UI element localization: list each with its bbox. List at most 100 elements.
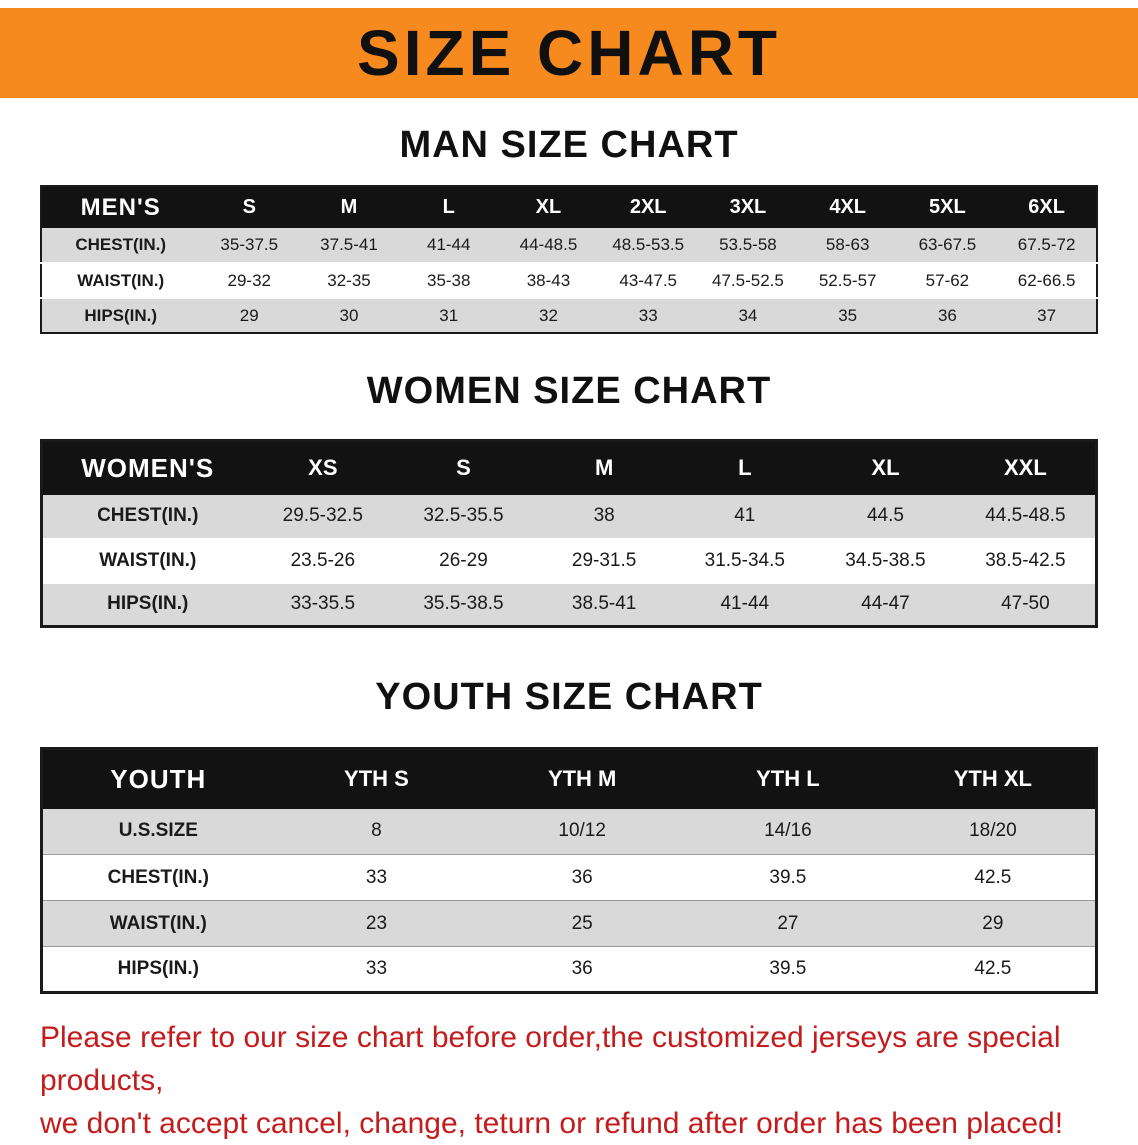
size-column-header: 5XL <box>897 186 998 228</box>
size-column-header: S <box>393 440 534 495</box>
row-label: CHEST(IN.) <box>97 505 199 526</box>
table-row: CHEST(IN.) 29.5-32.5 32.5-35.5 38 41 44.5 44.5… <box>41 494 1097 539</box>
size-value: 33 <box>365 958 388 979</box>
size-value: 18/20 <box>969 820 1017 842</box>
size-column-header: 3XL <box>698 186 798 228</box>
size-column-header: XL <box>815 440 956 495</box>
table-row: HIPS(IN.) 33-35.5 35.5-38.5 38.5-41 41-44 44-… <box>41 582 1097 627</box>
size-value: 30 <box>339 305 359 325</box>
size-value: 42.5 <box>974 866 1012 888</box>
size-value: 29 <box>239 305 259 325</box>
table-header-row: MEN'S S M L XL 2XL 3XL 4XL 5XL 6XL <box>41 186 1097 228</box>
table-row: WAIST(IN.) 23.5-26 26-29 29-31.5 31.5-34.5 34… <box>41 538 1097 583</box>
size-value: 35.5-38.5 <box>423 593 504 615</box>
size-value: 43-47.5 <box>619 270 678 290</box>
size-value: 38-43 <box>526 270 571 290</box>
table-corner-label: YOUTH <box>41 748 274 809</box>
size-column-header: XL <box>498 186 599 228</box>
row-label: WAIST(IN.) <box>99 549 197 571</box>
table-row: CHEST(IN.) 33 36 39.5 42.5 <box>41 854 1097 901</box>
women-table-wrap: WOMEN'S XS S M L XL XXL CHEST(IN.) 29.5-32.5 32.5… <box>0 439 1138 628</box>
disclaimer-line-1: Please refer to our size chart before or… <box>40 1021 1061 1097</box>
men-size-table: MEN'S S M L XL 2XL 3XL 4XL 5XL 6XL CHEST(IN.) 35-37… <box>40 185 1098 334</box>
size-value: 31.5-34.5 <box>704 549 785 571</box>
disclaimer-note: Please refer to our size chart before or… <box>0 1016 1138 1145</box>
size-value: 35-37.5 <box>220 235 279 254</box>
size-value: 23 <box>365 912 388 934</box>
size-value: 29 <box>982 912 1004 934</box>
size-value: 38.5-41 <box>571 593 637 615</box>
size-value: 38 <box>593 505 615 526</box>
size-value: 31 <box>439 305 459 325</box>
size-value: 25 <box>571 912 593 934</box>
size-value: 44.5-48.5 <box>985 505 1066 526</box>
row-label: WAIST(IN.) <box>109 912 207 934</box>
size-value: 41-44 <box>720 593 770 615</box>
table-row: HIPS(IN.) 33 36 39.5 42.5 <box>41 946 1097 993</box>
size-value: 8 <box>371 820 382 842</box>
size-column-header: M <box>299 186 399 228</box>
size-value: 47.5-52.5 <box>712 270 784 290</box>
size-value: 41-44 <box>426 235 471 254</box>
table-header-row: WOMEN'S XS S M L XL XXL <box>41 440 1097 495</box>
size-value: 52.5-57 <box>818 270 877 290</box>
size-column-header: M <box>533 440 675 495</box>
size-value: 53.5-58 <box>719 235 777 254</box>
size-value: 34 <box>738 305 758 325</box>
size-value: 41 <box>734 505 756 526</box>
size-chart-banner: SIZE CHART <box>0 8 1138 98</box>
size-value: 37 <box>1037 305 1057 325</box>
size-value: 36 <box>571 866 593 888</box>
size-value: 32.5-35.5 <box>423 505 504 526</box>
size-column-header: 4XL <box>797 186 898 228</box>
size-value: 67.5-72 <box>1017 235 1076 254</box>
size-column-header: YTH M <box>479 748 686 809</box>
size-value: 29-32 <box>227 270 271 290</box>
size-value: 23.5-26 <box>290 549 356 571</box>
size-column-header: YTH S <box>273 748 480 809</box>
table-corner-label: MEN'S <box>41 186 200 228</box>
size-value: 32-35 <box>327 270 371 290</box>
size-value: 44-47 <box>861 593 910 615</box>
size-value: 29.5-32.5 <box>282 505 363 526</box>
size-value: 10/12 <box>558 820 606 842</box>
size-value: 63-67.5 <box>918 235 977 254</box>
table-row: HIPS(IN.) 29 30 31 32 33 34 35 36 37 <box>41 298 1097 333</box>
row-label: U.S.SIZE <box>118 820 198 842</box>
size-column-header: XXL <box>955 440 1097 495</box>
size-value: 33-35.5 <box>290 593 356 615</box>
men-section-heading: MAN SIZE CHART <box>399 124 739 166</box>
size-value: 35 <box>838 305 858 325</box>
size-value: 58-63 <box>825 235 870 254</box>
size-column-header: 2XL <box>598 186 699 228</box>
women-size-table: WOMEN'S XS S M L XL XXL CHEST(IN.) 29.5-32.5 32.5… <box>40 439 1098 628</box>
size-value: 37.5-41 <box>320 235 378 254</box>
table-row: U.S.SIZE 8 10/12 14/16 18/20 <box>41 808 1097 855</box>
size-value: 42.5 <box>974 958 1012 979</box>
youth-size-table: YOUTH YTH S YTH M YTH L YTH XL U.S.SIZE 8 10/12… <box>40 747 1098 994</box>
size-value: 14/16 <box>764 820 812 842</box>
size-column-header: L <box>398 186 499 228</box>
row-label: HIPS(IN.) <box>117 958 199 979</box>
table-row: WAIST(IN.) 23 25 27 29 <box>41 900 1097 947</box>
size-value: 39.5 <box>769 866 807 888</box>
row-label: CHEST(IN.) <box>107 866 209 888</box>
size-column-header: 6XL <box>997 186 1097 228</box>
table-header-row: YOUTH YTH S YTH M YTH L YTH XL <box>41 748 1097 809</box>
size-value: 57-62 <box>925 270 970 290</box>
youth-table-wrap: YOUTH YTH S YTH M YTH L YTH XL U.S.SIZE 8 10/12… <box>0 747 1138 994</box>
row-label: HIPS(IN.) <box>107 593 189 615</box>
table-row: CHEST(IN.) 35-37.5 37.5-41 41-44 44-48.5 48.5… <box>41 228 1097 263</box>
youth-section-heading: YOUTH SIZE CHART <box>375 676 763 718</box>
disclaimer-line-2: we don't accept cancel, change, teturn o… <box>40 1107 1064 1140</box>
size-value: 29-31.5 <box>571 549 637 571</box>
size-column-header: YTH L <box>685 748 891 809</box>
size-column-header: S <box>199 186 300 228</box>
row-label: HIPS(IN.) <box>84 305 158 325</box>
size-value: 34.5-38.5 <box>845 549 926 571</box>
row-label: CHEST(IN.) <box>75 235 167 254</box>
table-corner-label: WOMEN'S <box>41 440 253 495</box>
size-column-header: YTH XL <box>890 748 1097 809</box>
size-value: 26-29 <box>439 549 488 571</box>
row-label: WAIST(IN.) <box>77 270 165 290</box>
